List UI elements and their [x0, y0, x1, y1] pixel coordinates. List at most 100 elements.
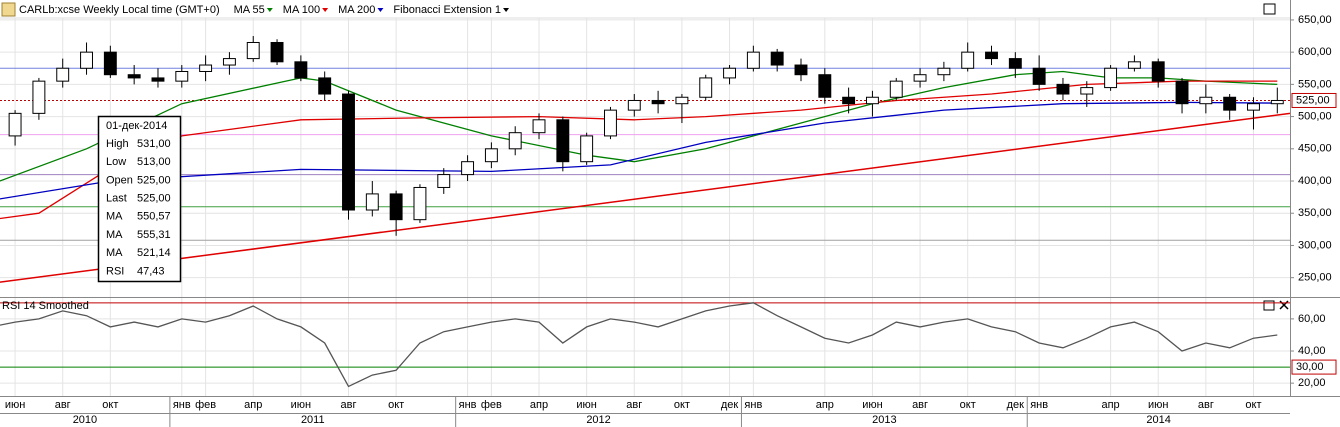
y-tick-label: 450,00 [1298, 143, 1332, 155]
candle-body [913, 74, 927, 82]
tooltip-value: 513,00 [137, 156, 171, 168]
y-tick-label: 550,00 [1298, 78, 1332, 90]
year-label: 2012 [586, 414, 610, 426]
dropdown-arrow [377, 8, 384, 12]
candle-body [794, 64, 808, 76]
tooltip-value: 521,14 [137, 247, 171, 259]
tooltip-label: MA [106, 229, 123, 241]
candle-body [627, 99, 641, 111]
tooltip-label: Last [106, 193, 127, 205]
candle-body [865, 96, 879, 105]
candle-body [437, 174, 451, 188]
y-tick-label: 500,00 [1298, 110, 1332, 122]
candle-body [723, 67, 736, 79]
x-tick-label: апр [244, 399, 262, 411]
candle-body [842, 96, 856, 105]
tooltip-value: 531,00 [137, 138, 171, 150]
x-tick-label: июн [1148, 399, 1168, 411]
x-tick-label: янв [459, 399, 477, 411]
year-label: 2013 [872, 414, 896, 426]
y-tick-label: 60,00 [1298, 313, 1326, 325]
rsi-line [0, 302, 1278, 388]
tooltip-box [97, 115, 182, 283]
x-tick-label: июн [291, 399, 311, 411]
candle-body [270, 41, 284, 63]
tooltip-label: High [106, 138, 129, 150]
x-tick-label: апр [1101, 399, 1119, 411]
candle-body [675, 96, 689, 105]
candle-body [889, 80, 903, 98]
y-tick-label: 600,00 [1298, 46, 1332, 58]
candle-body [413, 186, 427, 221]
y-tick-label: 300,00 [1298, 239, 1332, 251]
tooltip-label: MA [106, 211, 123, 223]
x-tick-label: авг [626, 399, 642, 411]
rsi-title: RSI 14 Smoothed [2, 300, 89, 312]
candle-body [1270, 99, 1284, 105]
tooltip-label: Open [106, 174, 133, 186]
candle-body [508, 132, 522, 150]
dropdown-arrow [322, 8, 329, 12]
x-tick-label: дек [721, 399, 739, 411]
toolbar [0, 0, 1290, 18]
y-tick-label: 350,00 [1298, 207, 1332, 219]
x-tick-label: июн [576, 399, 596, 411]
fibonacci-trendline [0, 112, 1290, 283]
y-tick-label: 20,00 [1298, 377, 1326, 389]
indicator-label: Fibonacci Extension 1 [393, 4, 501, 16]
candle-body [1127, 61, 1141, 69]
x-tick-label: июн [5, 399, 25, 411]
x-tick-label: апр [530, 399, 548, 411]
y-tick-label: 650,00 [1298, 14, 1332, 26]
candle-body [1151, 61, 1165, 82]
candle-body [32, 80, 46, 114]
candle-body [8, 112, 22, 137]
year-label: 2010 [73, 414, 97, 426]
candle-body [532, 119, 546, 134]
candle-body [461, 161, 475, 176]
candle-body [604, 109, 617, 137]
candle-body [746, 51, 760, 69]
candle-body [1080, 87, 1094, 95]
moving-average [0, 101, 1278, 200]
indicator-label: MA 200 [338, 4, 375, 16]
y-tick-label: 400,00 [1298, 175, 1332, 187]
x-tick-label: янв [744, 399, 762, 411]
x-tick-label: авг [912, 399, 928, 411]
candle-body [222, 58, 236, 66]
indicator-label: MA 100 [283, 4, 320, 16]
tooltip: 01-дек-2014 High 531,00 Low 513,00 Open 525,00… [97, 115, 182, 283]
x-tick-label: авг [341, 399, 357, 411]
year-label: 2011 [301, 414, 325, 426]
candle-body [1056, 83, 1070, 95]
candle-body [1223, 96, 1237, 111]
chart-title: CARLb:xcse Weekly Local time (GMT+0) [19, 4, 220, 16]
tooltip-value: 555,31 [137, 229, 171, 241]
candle-body [80, 51, 93, 69]
candle-body [56, 67, 70, 82]
candle-body [1008, 58, 1022, 69]
x-tick-label: янв [173, 399, 191, 411]
candle-body [175, 70, 189, 82]
tooltip-label: RSI [106, 265, 124, 277]
maximize-button[interactable] [1263, 300, 1275, 311]
symbol-icon[interactable] [1, 2, 16, 17]
candle-body [1199, 96, 1213, 105]
candle-body [151, 77, 165, 82]
x-tick-label: окт [1245, 399, 1261, 411]
x-tick-label: окт [674, 399, 690, 411]
candle-body [1247, 103, 1260, 111]
tooltip-value: 47,43 [137, 265, 165, 277]
last-price-label: 525,00 [1296, 94, 1330, 106]
candle-body [246, 41, 260, 60]
candle-body [127, 74, 141, 79]
tooltip-label: MA [106, 247, 123, 259]
candle-body [484, 148, 498, 163]
maximize-button[interactable] [1263, 3, 1276, 15]
x-tick-label: авг [1198, 399, 1214, 411]
tooltip-label: Low [106, 156, 126, 168]
x-tick-label: окт [102, 399, 118, 411]
dropdown-arrow [503, 8, 510, 12]
candle-body [985, 51, 998, 60]
